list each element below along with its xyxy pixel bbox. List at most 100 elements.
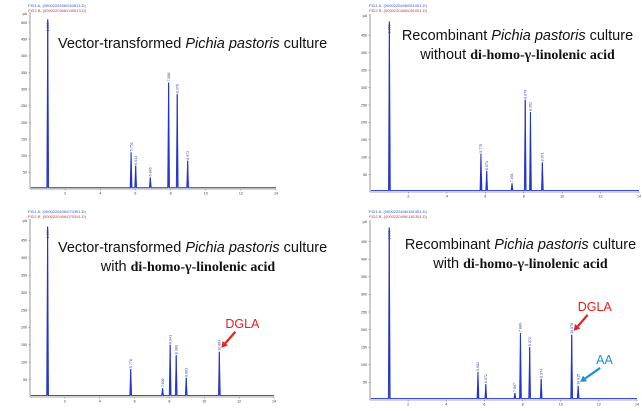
y-tick-label: 450 bbox=[21, 239, 27, 243]
y-tick-label: 350 bbox=[361, 275, 367, 279]
fid-legend: FID1 A, (0000220406\181351.D) FID2 B, (0… bbox=[369, 209, 427, 219]
annotation-arrow-head bbox=[573, 324, 581, 331]
y-tick-label: 400 bbox=[361, 258, 367, 262]
x-tick-label: 6 bbox=[134, 400, 136, 404]
panel-caption: Vector-transformed Pichia pastoris cultu… bbox=[58, 35, 327, 54]
y-tick-label: 250 bbox=[361, 103, 367, 107]
y-unit-label: pA bbox=[363, 220, 368, 224]
fid-legend-a: FID1 A, (0000220406\051051.D) bbox=[369, 3, 427, 8]
peak-label: 8.972 bbox=[186, 151, 190, 160]
y-tick-label: 150 bbox=[21, 137, 27, 141]
peak-label: 6.073 bbox=[485, 161, 489, 170]
annotation-label: AA bbox=[596, 353, 613, 367]
x-tick-label: 8 bbox=[170, 192, 172, 196]
y-tick-label: 300 bbox=[21, 87, 27, 91]
y-tick-label: 200 bbox=[21, 326, 27, 330]
caption-line1-prefix: Vector-transformed bbox=[58, 36, 186, 52]
y-tick-label: 50 bbox=[363, 381, 367, 385]
x-tick-label: 14 bbox=[635, 403, 639, 407]
chromatogram-trace bbox=[30, 19, 276, 189]
x-tick-label: 8 bbox=[523, 195, 525, 199]
chromatogram-panel-recombinant-with-dgla: FID1 A, (0000220406\181351.D) FID2 B, (0… bbox=[343, 206, 642, 411]
peak-label: 8.372 bbox=[528, 337, 532, 346]
y-tick-label: 100 bbox=[361, 363, 367, 367]
x-tick-label: 6 bbox=[134, 192, 136, 196]
y-tick-label: 250 bbox=[21, 308, 27, 312]
fid-legend-a: FID1 A, (0000220406\070391.D) bbox=[28, 209, 86, 214]
y-unit-label: pA bbox=[363, 14, 368, 18]
peak-label: 8.971 bbox=[541, 152, 545, 161]
peak-label: 8.351 bbox=[529, 102, 533, 111]
peak-label: 8.079 bbox=[523, 90, 527, 99]
x-tick-label: 8 bbox=[522, 403, 524, 407]
y-tick-label: 300 bbox=[361, 86, 367, 90]
chromatogram-panel-recombinant-no-dgla: FID1 A, (0000220406\051051.D) FID2 B, (0… bbox=[343, 0, 642, 205]
y-tick-label: 50 bbox=[363, 173, 367, 177]
peak-label: 10.915 bbox=[576, 374, 580, 385]
annotation-arrow-shaft bbox=[584, 367, 601, 380]
x-tick-label: 14 bbox=[274, 192, 278, 196]
peak-label: 6.072 bbox=[484, 374, 488, 383]
peak-label: 5.778 bbox=[129, 359, 133, 368]
x-tick-label: 4 bbox=[99, 400, 101, 404]
annotation-arrow-shaft bbox=[224, 331, 237, 344]
caption-line1-suffix: culture bbox=[279, 36, 328, 52]
y-tick-label: 350 bbox=[21, 274, 27, 278]
solvent-peak-label: 1.009 bbox=[388, 24, 392, 33]
caption-line1-suffix: culture bbox=[279, 240, 328, 256]
x-tick-label: 10 bbox=[202, 400, 206, 404]
caption-line1-prefix: Recombinant bbox=[404, 237, 495, 253]
y-tick-label: 150 bbox=[361, 138, 367, 142]
caption-line2-prefix: without bbox=[420, 47, 471, 63]
x-tick-label: 4 bbox=[445, 403, 447, 407]
peak-label: 6.014 bbox=[134, 156, 138, 165]
peak-label: 8.378 bbox=[175, 84, 179, 93]
x-tick-label: 10 bbox=[204, 192, 208, 196]
solvent-peak-label: 1.009 bbox=[46, 22, 50, 31]
y-tick-label: 400 bbox=[21, 54, 27, 58]
peak-label: 8.389 bbox=[174, 345, 178, 354]
peak-label: 5.752 bbox=[129, 142, 133, 151]
y-tick-label: 450 bbox=[361, 34, 367, 38]
caption-species: Pichia pastoris bbox=[185, 240, 280, 256]
peak-label: 7.597 bbox=[513, 383, 517, 392]
peak-label: 7.391 bbox=[510, 173, 514, 182]
chromatogram-plot: pA 50 100 150 200 250 300 350 400 450 2 4 6 8 10 12 14 5.… bbox=[361, 220, 639, 407]
y-tick-label: 500 bbox=[21, 21, 27, 25]
y-tick-label: 150 bbox=[361, 346, 367, 350]
peak-label: 6.846 bbox=[148, 167, 152, 176]
fid-legend-b: FID2 B, (0000220406\051051.D) bbox=[369, 8, 428, 13]
y-tick-label: 300 bbox=[361, 293, 367, 297]
chromatogram-plot: pA 50 100 150 200 250 300 350 400 450 500 2 4 6 8 10 12 1… bbox=[21, 12, 278, 196]
chromatogram-panel-vector-with-dgla: FID1 A, (0000220406\070391.D) FID2 B, (0… bbox=[0, 206, 327, 411]
y-tick-label: 400 bbox=[21, 256, 27, 260]
fid-legend: FID1 A, (0000220406\040613.D) FID2 B, (0… bbox=[28, 3, 86, 13]
y-tick-label: 450 bbox=[361, 240, 367, 244]
chromatogram-trace bbox=[30, 226, 274, 397]
chromatogram-panel-vector-control: FID1 A, (0000220406\040613.D) FID2 B, (0… bbox=[0, 0, 327, 205]
fid-legend: FID1 A, (0000220406\070391.D) FID2 B, (0… bbox=[28, 209, 86, 219]
y-unit-label: pA bbox=[23, 12, 28, 16]
fid-legend-b: FID2 B, (0000220406\040613.D) bbox=[28, 8, 87, 13]
caption-line1-prefix: Vector-transformed bbox=[58, 240, 186, 256]
x-tick-label: 4 bbox=[446, 195, 448, 199]
y-tick-label: 450 bbox=[21, 38, 27, 42]
chromatogram-plot: pA 50 100 150 200 250 300 350 400 450 2 4 6 8 10 12 14 5.… bbox=[361, 14, 641, 199]
x-tick-label: 12 bbox=[239, 192, 243, 196]
fid-legend-a: FID1 A, (0000220406\181351.D) bbox=[369, 209, 427, 214]
panel-caption: Recombinant Pichia pastoris culture with… bbox=[395, 27, 640, 65]
chromatogram-plot: pA 50 100 150 200 250 300 350 400 450 2 4 6 8 10 12 14 5.… bbox=[21, 219, 276, 404]
caption-compound: di-homo-γ-linolenic acid bbox=[463, 257, 608, 272]
peak-label: 8.041 bbox=[168, 335, 172, 344]
caption-line1-suffix: culture bbox=[585, 28, 634, 44]
caption-species: Pichia pastoris bbox=[491, 28, 586, 44]
y-tick-label: 250 bbox=[361, 310, 367, 314]
x-tick-label: 2 bbox=[64, 400, 66, 404]
solvent-peak-label: 1.009 bbox=[46, 229, 50, 238]
peak-label: 8.963 bbox=[184, 368, 188, 377]
peak-label: 8.974 bbox=[539, 369, 543, 378]
caption-species: Pichia pastoris bbox=[185, 36, 280, 52]
x-tick-label: 10 bbox=[559, 403, 563, 407]
fid-legend-a: FID1 A, (0000220406\040613.D) bbox=[28, 3, 86, 8]
annotation-arrow-shaft bbox=[576, 314, 589, 328]
